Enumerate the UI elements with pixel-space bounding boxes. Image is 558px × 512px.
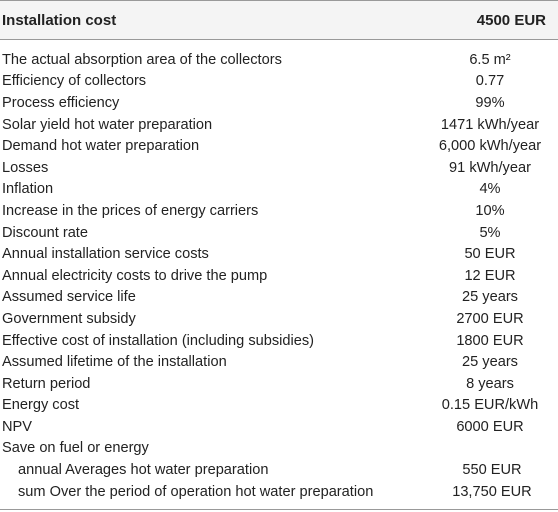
table-row: NPV 6000 EUR (0, 416, 558, 438)
row-label: The actual absorption area of the collec… (2, 51, 282, 68)
row-label: Increase in the prices of energy carrier… (2, 202, 259, 219)
row-label: Process efficiency (2, 94, 120, 111)
row-label: sum Over the period of operation hot wat… (18, 483, 374, 500)
row-value: 13,750 EUR (452, 483, 532, 500)
row-value: 1800 EUR (456, 332, 524, 349)
row-label: Losses (2, 159, 49, 176)
group-row: Save on fuel or energy (0, 438, 558, 460)
row-label: Inflation (2, 181, 54, 198)
table-row: The actual absorption area of the collec… (0, 49, 558, 71)
row-label: Discount rate (2, 224, 88, 241)
table-row: Energy cost 0.15 EUR/kWh (0, 395, 558, 417)
table-body: The actual absorption area of the collec… (0, 40, 558, 502)
table-row: Solar yield hot water preparation 1471 kW… (0, 114, 558, 136)
header-value: 4500 EUR (476, 11, 546, 29)
table-row: Assumed service life 25 years (0, 287, 558, 309)
row-value: 6.5 m² (469, 51, 511, 68)
table-row: Demand hot water preparation 6,000 kWh/ye… (0, 135, 558, 157)
row-value: 6000 EUR (456, 418, 524, 435)
row-value: 4% (479, 181, 501, 198)
table-row: Effective cost of installation (includin… (0, 330, 558, 352)
table-row: Government subsidy 2700 EUR (0, 308, 558, 330)
row-value: 25 years (462, 354, 518, 371)
row-label: Solar yield hot water preparation (2, 116, 213, 133)
row-value: 91 kWh/year (449, 159, 531, 176)
row-value: 8 years (466, 375, 514, 392)
row-value: 99% (475, 94, 505, 111)
row-value: 1471 kWh/year (440, 116, 540, 133)
table-row: Inflation 4% (0, 179, 558, 201)
row-label: Assumed service life (2, 289, 136, 306)
table-row: Return period 8 years (0, 373, 558, 395)
group-label: Save on fuel or energy (2, 440, 149, 457)
row-value: 0.77 (475, 73, 505, 90)
row-label: Effective cost of installation (includin… (2, 332, 315, 349)
table-row: Discount rate 5% (0, 222, 558, 244)
row-value: 12 EUR (464, 267, 516, 284)
row-label: Annual installation service costs (2, 246, 209, 263)
row-value: 550 EUR (462, 462, 522, 479)
table-header: Installation cost 4500 EUR (0, 1, 558, 40)
header-label: Installation cost (2, 11, 117, 29)
row-label: Assumed lifetime of the installation (2, 354, 227, 371)
row-value: 25 years (462, 289, 518, 306)
table-row: Annual installation service costs 50 EUR (0, 243, 558, 265)
table-row: Annual electricity costs to drive the pu… (0, 265, 558, 287)
table-row: Losses 91 kWh/year (0, 157, 558, 179)
table-row: Efficiency of collectors 0.77 (0, 71, 558, 93)
row-value: 50 EUR (464, 246, 516, 263)
row-label: NPV (2, 418, 33, 435)
row-value: 10% (475, 202, 505, 219)
table-row: Increase in the prices of energy carrier… (0, 200, 558, 222)
table-row: Process efficiency 99% (0, 92, 558, 114)
row-value: 2700 EUR (456, 310, 524, 327)
table-row: annual Averages hot water preparation 550… (0, 459, 558, 481)
row-label: Government subsidy (2, 310, 136, 327)
table-row: Assumed lifetime of the installation 25 y… (0, 351, 558, 373)
table-row: sum Over the period of operation hot wat… (0, 481, 558, 503)
row-value: 5% (479, 224, 501, 241)
row-label: annual Averages hot water preparation (18, 462, 269, 479)
row-label: Efficiency of collectors (2, 73, 147, 90)
row-value: 0.15 EUR/kWh (441, 397, 539, 414)
row-label: Demand hot water preparation (2, 138, 200, 155)
row-label: Energy cost (2, 397, 80, 414)
row-value: 6,000 kWh/year (438, 138, 542, 155)
row-label: Annual electricity costs to drive the pu… (2, 267, 268, 284)
row-label: Return period (2, 375, 91, 392)
